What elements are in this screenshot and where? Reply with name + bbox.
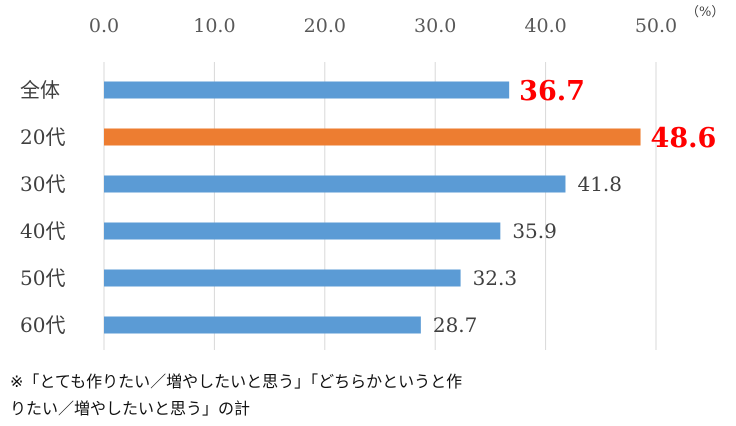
bar-2 (104, 175, 566, 193)
value-label-4: 32.3 (473, 266, 518, 290)
value-label-2: 41.8 (577, 172, 622, 196)
category-label-3: 40代 (20, 219, 65, 243)
unit-label: （%） (686, 5, 724, 20)
value-label-5: 28.7 (433, 313, 478, 337)
tick-label-1: 10.0 (193, 15, 235, 37)
footnote-line-2: りたい／増やしたいと思う」の計 (10, 399, 251, 418)
category-label-1: 20代 (20, 125, 65, 149)
bar-3 (104, 222, 501, 240)
category-label-2: 30代 (20, 172, 65, 196)
bar-5 (104, 316, 421, 334)
value-label-1: 48.6 (651, 123, 717, 154)
x-axis-ticks: 0.0 10.0 20.0 30.0 40.0 50.0 (89, 15, 677, 37)
category-labels: 全体 20代 30代 40代 50代 60代 (20, 78, 65, 337)
category-label-0: 全体 (20, 78, 60, 102)
tick-label-0: 0.0 (89, 15, 119, 37)
tick-label-2: 20.0 (304, 15, 346, 37)
footnote: ※「とても作りたい／増やしたいと思う」「どちらかというと作 りたい／増やしたいと… (10, 368, 730, 422)
tick-label-3: 30.0 (414, 15, 456, 37)
gridlines (103, 62, 657, 350)
tick-label-5: 50.0 (635, 15, 677, 37)
value-label-3: 35.9 (512, 219, 557, 243)
bar-4 (104, 269, 461, 287)
category-label-4: 50代 (20, 266, 65, 290)
bars (104, 81, 641, 334)
bar-1 (104, 128, 641, 146)
tick-label-4: 40.0 (524, 15, 566, 37)
value-labels: 36.7 48.6 41.8 35.9 32.3 28.7 (433, 76, 716, 337)
bar-0 (104, 81, 510, 99)
value-label-0: 36.7 (519, 76, 585, 107)
bar-chart: 0.0 10.0 20.0 30.0 40.0 50.0 （%） 全体 20代 30代 40代 5… (20, 5, 724, 350)
category-label-5: 60代 (20, 313, 65, 337)
footnote-line-1: ※「とても作りたい／増やしたいと思う」「どちらかというと作 (10, 372, 463, 391)
